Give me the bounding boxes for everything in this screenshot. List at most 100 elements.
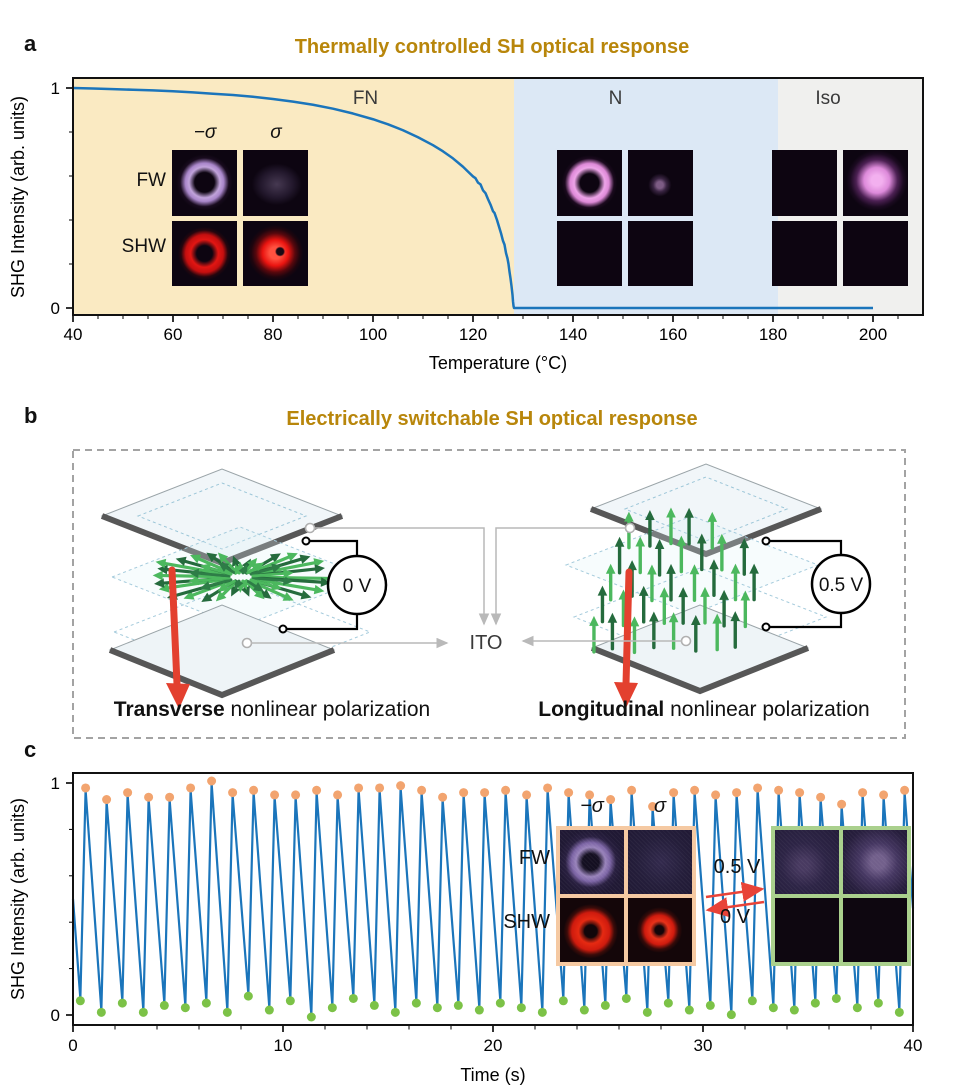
x-tick-label: 180	[759, 325, 787, 344]
director-arrow-head	[200, 563, 212, 573]
trough-marker	[117, 998, 127, 1008]
inset-grid-voltage-off	[771, 826, 911, 966]
wire-bottom	[283, 614, 359, 631]
inset-cell-fw-minus-sigma	[775, 830, 839, 894]
director-arrow-head	[739, 538, 750, 549]
x-tick-label: 60	[164, 325, 183, 344]
trough-marker	[75, 996, 85, 1006]
director-arrow-head	[152, 570, 163, 581]
trough-marker	[96, 1007, 106, 1017]
director-arrow-shaft	[224, 579, 236, 588]
director-arrow-head	[684, 507, 694, 518]
wire-top	[766, 539, 843, 556]
peak-marker	[522, 790, 532, 800]
bottom-plate-front-edge	[108, 647, 336, 699]
director-arrow-head	[649, 611, 659, 622]
director-arrow-shaft	[221, 580, 238, 597]
director-arrow-head	[283, 575, 294, 586]
wire-top	[306, 539, 359, 556]
plot-frame	[72, 77, 924, 316]
inset-cell-fw-sigma	[843, 830, 907, 894]
director-arrow-head	[589, 615, 599, 626]
peak-marker	[375, 783, 385, 793]
phase-label-n: N	[609, 88, 623, 109]
peak-marker	[858, 788, 868, 798]
director-arrow-head	[635, 536, 646, 547]
shg-temperature-curve	[72, 86, 873, 310]
x-tick-label: 140	[559, 325, 587, 344]
director-arrow-head	[668, 612, 679, 623]
inset-cell-shw-minus-sigma	[772, 221, 837, 286]
y-tick-label: 1	[51, 774, 60, 793]
wire-bottom	[766, 613, 843, 629]
director-arrow-head	[314, 564, 325, 574]
x-tick-label: 200	[859, 325, 887, 344]
panel-b-left-cell: 0 V Transverse nonlinear polarization	[100, 468, 490, 721]
inset-cell-shw-sigma	[628, 898, 692, 962]
inset-grid-fn	[172, 150, 308, 286]
director-arrow-head	[300, 590, 312, 600]
x-tick-label: 30	[694, 1036, 713, 1055]
caption-bold: Transverse	[114, 698, 225, 721]
plot-frame	[72, 772, 914, 1026]
director-arrow-head	[154, 578, 165, 588]
switch-voltage-off-label: 0 V	[719, 906, 751, 928]
peak-marker	[732, 788, 742, 798]
trough-marker	[579, 1005, 589, 1015]
inset-cell-fw-sigma	[243, 150, 308, 216]
y-axis-label: SHG Intensity (arb. units)	[8, 798, 28, 1000]
peak-marker	[480, 788, 490, 798]
x-tick-label: 40	[64, 325, 83, 344]
director-arrow-shaft	[252, 561, 316, 577]
director-arrow-head	[654, 538, 665, 549]
phase-label-iso: Iso	[815, 88, 840, 109]
x-tick-label: 10	[274, 1036, 293, 1055]
peak-marker	[144, 792, 154, 802]
peak-marker	[816, 792, 826, 802]
inset-col-label-sigma: σ	[653, 795, 667, 817]
peak-marker	[606, 795, 616, 805]
director-arrow-head	[157, 564, 168, 575]
wire-node-icon	[301, 536, 311, 546]
director-arrow-head	[269, 553, 281, 563]
director-arrow-shaft	[246, 579, 257, 588]
trough-marker	[810, 998, 820, 1008]
trough-marker	[390, 1007, 400, 1017]
trough-marker	[348, 993, 358, 1003]
peak-marker	[564, 788, 574, 798]
director-arrow-head	[188, 568, 199, 579]
top-plate-inner-outline	[623, 476, 789, 542]
caption-bold: Longitudinal	[538, 698, 664, 721]
polarization-red-arrow	[168, 566, 181, 688]
inset-col-label-minus-sigma: −σ	[193, 122, 217, 143]
director-arrow-head	[638, 585, 649, 596]
director-arrow-head	[629, 616, 640, 627]
director-arrow-head	[313, 584, 325, 595]
director-arrow-head	[188, 575, 199, 586]
director-arrow-head	[238, 564, 248, 576]
switch-arrows	[705, 881, 765, 918]
peak-marker	[648, 802, 658, 812]
trough-marker	[243, 991, 253, 1001]
director-arrow-shaft	[249, 578, 274, 588]
peak-marker	[774, 785, 784, 795]
inset-cell-fw-minus-sigma	[172, 150, 237, 216]
director-arrow-head	[647, 564, 657, 575]
wire-node-icon	[761, 536, 771, 546]
director-arrow-shaft	[223, 558, 238, 574]
director-arrow-head	[254, 588, 265, 600]
director-arrow-head	[238, 578, 248, 590]
director-arrow-head	[696, 533, 707, 544]
peak-marker	[417, 785, 427, 795]
x-tick-label: 80	[264, 325, 283, 344]
director-arrow-head	[158, 583, 170, 593]
inset-cell-shw-sigma	[843, 221, 908, 286]
x-tick-label: 160	[659, 325, 687, 344]
director-arrow-head	[691, 614, 701, 625]
trough-marker	[453, 1000, 463, 1010]
director-arrow-shaft	[197, 571, 231, 578]
director-arrow-shaft	[249, 566, 274, 576]
director-arrow-head	[730, 563, 741, 574]
trough-marker	[537, 1007, 547, 1017]
